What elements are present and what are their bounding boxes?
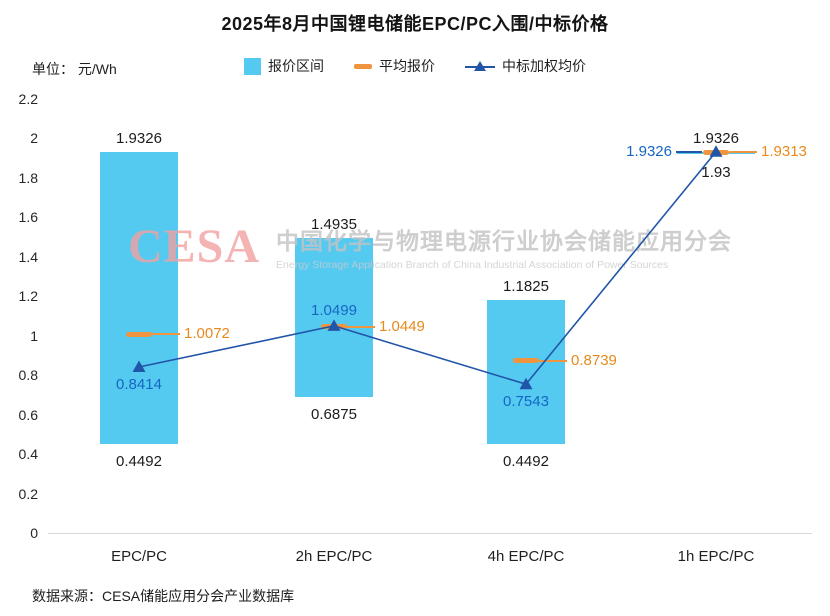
bar-max-label: 1.1825 <box>503 277 549 295</box>
y-axis-tick-label: 0.4 <box>18 446 38 463</box>
y-axis-tick-label: 2 <box>30 130 38 147</box>
average-dash-swatch-icon <box>354 63 372 69</box>
legend-item-weighted: 中标加权均价 <box>465 56 586 76</box>
average-price-marker <box>321 324 347 330</box>
x-axis-category-label: 2h EPC/PC <box>295 548 373 565</box>
x-axis-category-label: EPC/PC <box>111 548 167 565</box>
source-note: 数据来源：CESA储能应用分会产业数据库 <box>32 588 295 604</box>
bar-min-label: 1.93 <box>701 164 731 182</box>
average-price-marker <box>126 331 152 337</box>
average-label-leader-line <box>729 151 757 153</box>
average-label-leader-line <box>539 359 567 362</box>
weighted-average-label: 0.7543 <box>503 393 549 411</box>
legend-label-range: 报价区间 <box>268 58 324 74</box>
x-axis-category-label: 4h EPC/PC <box>487 548 565 565</box>
x-axis-line <box>48 533 812 534</box>
y-axis-tick-label: 0.6 <box>18 406 38 423</box>
y-axis-tick-label: 1 <box>30 327 38 344</box>
x-axis-category-label: 1h EPC/PC <box>677 548 755 565</box>
weighted-label-leader-line <box>676 150 702 153</box>
legend-item-average: 平均报价 <box>354 56 435 76</box>
y-axis-tick-label: 1.2 <box>18 288 38 305</box>
y-axis-tick-label: 1.6 <box>18 209 38 226</box>
bar-min-label: 0.4492 <box>116 453 162 471</box>
weighted-line-swatch-icon <box>465 60 495 73</box>
bar-max-label: 1.9326 <box>116 129 162 147</box>
weighted-average-label: 1.0499 <box>311 301 357 319</box>
average-price-label: 0.8739 <box>571 351 617 369</box>
average-price-marker <box>513 358 539 364</box>
unit-label: 单位： 元/Wh <box>32 61 117 77</box>
average-price-label: 1.0072 <box>184 325 230 343</box>
range-bar <box>100 151 178 445</box>
y-axis-tick-label: 2.2 <box>18 91 38 107</box>
average-price-marker <box>703 149 729 155</box>
y-axis-tick-label: 1.4 <box>18 248 38 265</box>
average-label-leader-line <box>152 333 180 336</box>
y-axis-tick-label: 1.8 <box>18 169 38 186</box>
y-axis-tick-label: 0.8 <box>18 367 38 384</box>
chart-title: 2025年8月中国锂电储能EPC/PC入围/中标价格 <box>221 14 609 34</box>
bar-max-label: 1.9326 <box>693 129 739 147</box>
bar-max-label: 1.4935 <box>311 216 357 234</box>
average-label-leader-line <box>347 325 375 328</box>
range-bar-swatch-icon <box>244 57 261 75</box>
weighted-average-label: 0.8414 <box>116 376 162 393</box>
legend-label-average: 平均报价 <box>379 58 435 74</box>
average-price-label: 1.9313 <box>761 143 807 160</box>
legend: 报价区间 平均报价 中标加权均价 <box>0 56 830 76</box>
weighted-average-label: 1.9326 <box>626 142 672 160</box>
bar-min-label: 0.6875 <box>311 406 357 424</box>
range-bar <box>487 299 565 445</box>
y-axis-tick-label: 0.2 <box>18 485 38 502</box>
legend-label-weighted: 中标加权均价 <box>502 58 586 74</box>
bar-min-label: 0.4492 <box>503 453 549 471</box>
average-price-label: 1.0449 <box>379 317 425 335</box>
y-axis-tick-label: 0 <box>30 525 38 541</box>
legend-item-range: 报价区间 <box>244 56 324 76</box>
